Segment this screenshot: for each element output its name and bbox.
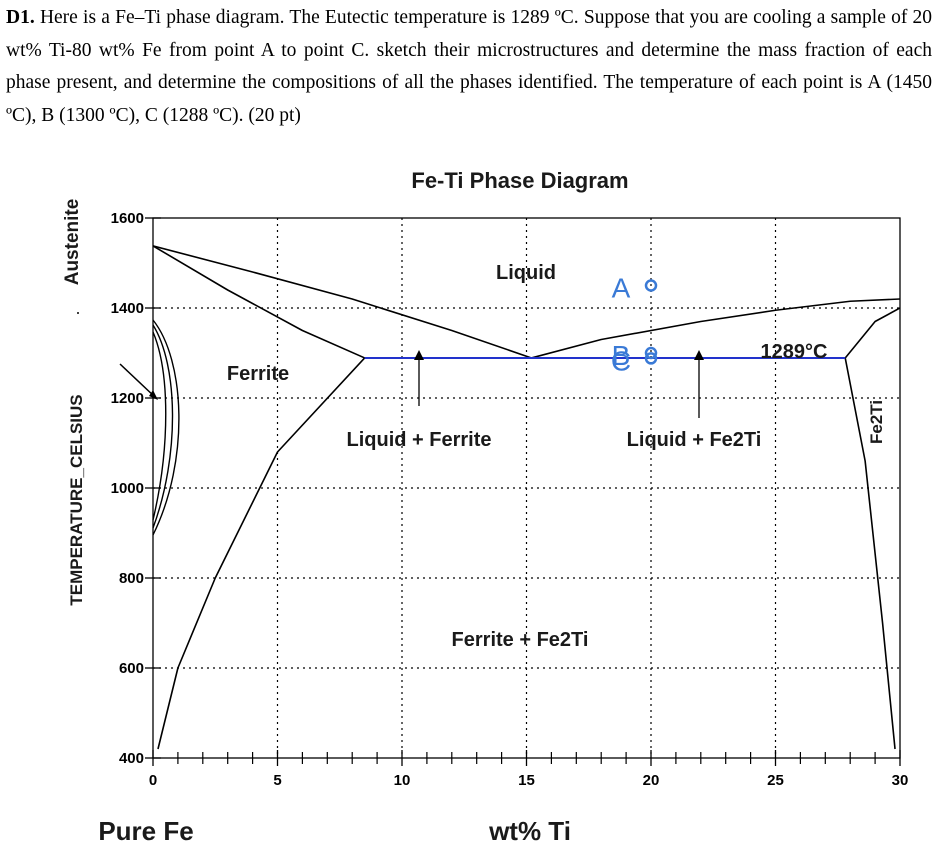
y-tick-label: 1400 [111, 300, 144, 317]
gridlines [153, 218, 900, 758]
label-liquid-ferrite: Liquid + Ferrite [346, 429, 491, 451]
x-tick-label: 20 [643, 772, 660, 789]
label-ferrite: Ferrite [227, 363, 289, 385]
y-tick-label: 1600 [111, 210, 144, 227]
x-tick-label: 15 [518, 772, 535, 789]
label-ferrite-fe2ti: Ferrite + Fe2Ti [452, 629, 589, 651]
phase-boundary [153, 245, 532, 359]
x-tick-label: 5 [273, 772, 281, 789]
region-arrows [418, 357, 700, 418]
phase-boundaries [153, 245, 900, 750]
x-axis-label: wt% Ti [488, 816, 571, 846]
y-axis-label: TEMPERATURE_CELSIUS [67, 394, 86, 605]
axis-ticks: 0 5 10 15 20 25 30 400 600 800 1000 1200 1400 1600 [111, 210, 909, 789]
problem-text: Here is a Fe–Ti phase diagram. The Eutec… [6, 7, 933, 126]
arrowhead-right [694, 350, 704, 360]
x-tick-label: 0 [149, 772, 157, 789]
problem-statement: D1. Here is a Fe–Ti phase diagram. The E… [6, 2, 932, 132]
fe2ti-side-label: Fe2Ti [867, 400, 886, 444]
point-label: A [612, 273, 631, 304]
y-tick-label: 1200 [111, 390, 144, 407]
x-tick-label: 10 [394, 772, 411, 789]
austenite-label: Austenite [62, 199, 83, 286]
phase-boundary [844, 357, 896, 750]
point-label: B [612, 340, 631, 371]
austenite-loop [152, 319, 180, 536]
point-label: C [611, 345, 631, 376]
x-tick-label: 30 [892, 772, 909, 789]
sample-points: A BC [611, 273, 658, 376]
phase-boundary [844, 307, 900, 359]
label-liquid: Liquid [496, 262, 556, 284]
eutectic-temp-label: 1289°C [761, 341, 828, 363]
x-tick-label: 25 [767, 772, 784, 789]
y-tick-label: 600 [119, 660, 144, 677]
phase-boundary [531, 298, 900, 359]
label-liquid-fe2ti: Liquid + Fe2Ti [627, 429, 762, 451]
y-tick-label: 800 [119, 570, 144, 587]
phase-boundary [153, 245, 365, 359]
problem-label: D1. [6, 7, 35, 28]
austenite-arrow [119, 363, 157, 399]
pure-fe-label: Pure Fe [98, 816, 193, 846]
arrowhead-left [414, 350, 424, 360]
point-marker [644, 279, 658, 292]
y-tick-label: 400 [119, 750, 144, 767]
y-tick-label: 1000 [111, 480, 144, 497]
phase-boundary [157, 357, 366, 750]
diagram-title: Fe-Ti Phase Diagram [411, 168, 628, 193]
point-marker [644, 352, 658, 365]
point-marker [644, 346, 658, 360]
